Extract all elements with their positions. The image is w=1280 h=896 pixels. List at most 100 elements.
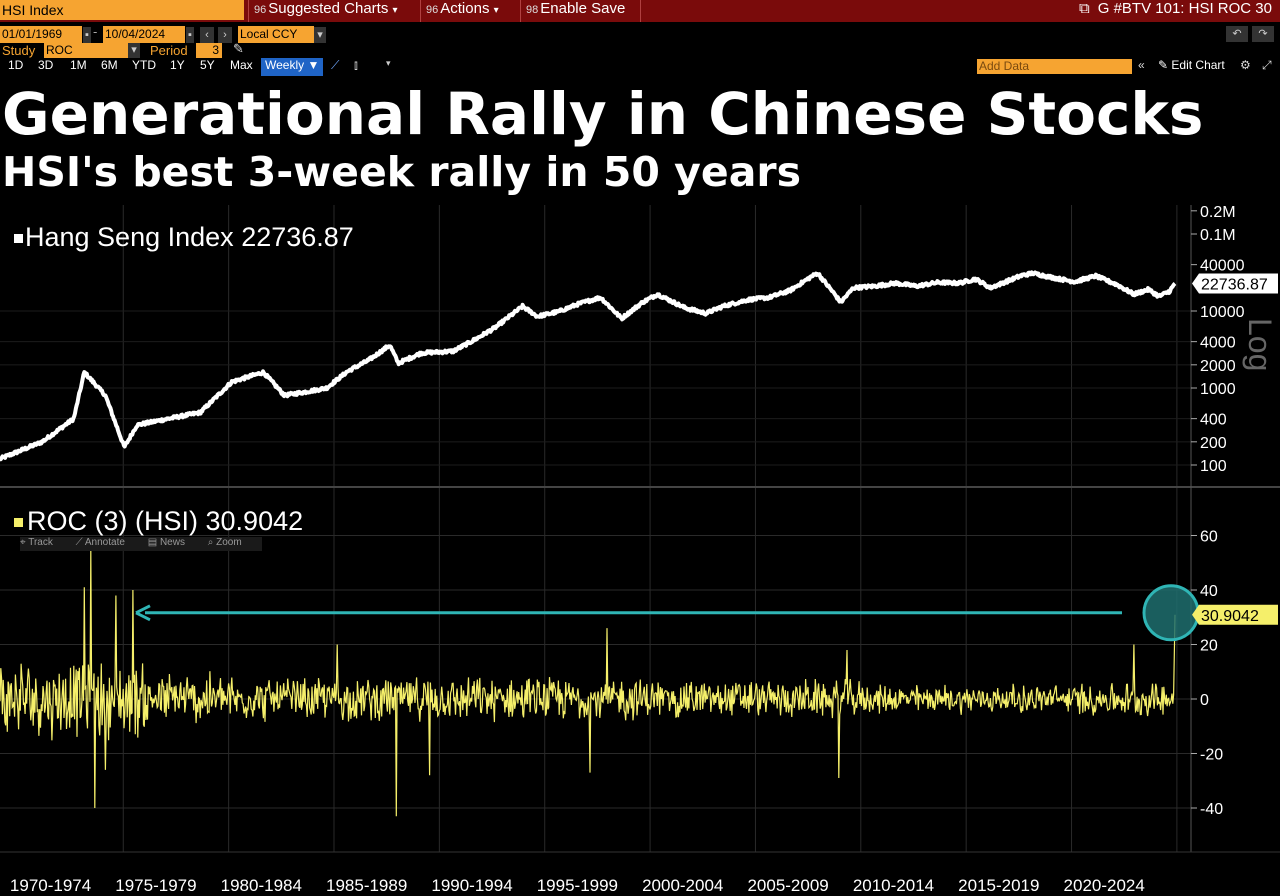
period-input[interactable]: 3 [196, 43, 222, 58]
zoom-tool[interactable]: ⌕ Zoom [207, 537, 242, 548]
pencil-icon: ✎ [1158, 58, 1169, 72]
roc-tick-label: 20 [1200, 638, 1218, 655]
roc-tick-label: 60 [1200, 529, 1218, 546]
chart-title: Generational Rally in Chinese Stocks [2, 80, 1204, 148]
chevron-down-icon[interactable]: ▾ [128, 43, 140, 58]
pencil-icon[interactable]: ✎ [233, 42, 244, 57]
roc-last-tag [1192, 604, 1278, 625]
export-icon[interactable]: ⧉ [1079, 0, 1090, 17]
window-title: ⧉ G #BTV 101: HSI ROC 30 [1079, 0, 1272, 22]
currency-select[interactable]: Local CCY [238, 26, 314, 43]
legend-swatch [14, 518, 23, 528]
range-3d[interactable]: 3D [38, 58, 54, 72]
x-tick-label: 1990-1994 [431, 876, 512, 895]
roc-tick-label: 0 [1200, 692, 1209, 709]
x-tick-label: 1995-1999 [537, 876, 618, 895]
price-tick-label: 40000 [1200, 258, 1245, 275]
annotation-layer: 22736.87 30.9042 [135, 273, 1278, 642]
more-icon[interactable]: ▾ [386, 58, 391, 68]
x-tick-label: 2000-2004 [642, 876, 723, 895]
actions-menu[interactable]: 96 Actions ▾ [426, 0, 499, 22]
suggested-charts-menu[interactable]: 96 Suggested Charts ▾ [254, 0, 398, 22]
price-tick-label: 400 [1200, 412, 1227, 429]
frequency-label: Weekly [265, 58, 305, 72]
highlight-circle [1142, 584, 1200, 642]
menu-number: 96 [426, 4, 439, 16]
menu-number: 98 [526, 4, 539, 16]
undo-button[interactable]: ↶ [1226, 26, 1248, 42]
x-tick-label: 2020-2024 [1064, 876, 1145, 895]
menu-separator [420, 0, 421, 22]
frequency-select[interactable]: Weekly ▼ [261, 58, 324, 76]
x-tick-label: 1980-1984 [221, 876, 302, 895]
x-tick-label: 2005-2009 [747, 876, 828, 895]
redo-button[interactable]: ↷ [1252, 26, 1274, 42]
x-tick-label: 1975-1979 [115, 876, 196, 895]
track-tool[interactable]: ⌖ Track [20, 537, 53, 548]
study-label: Study [2, 43, 36, 58]
x-tick-label: 1985-1989 [326, 876, 407, 895]
price-tick-label: 10000 [1200, 304, 1245, 321]
range-1y[interactable]: 1Y [170, 58, 185, 72]
menu-number: 96 [254, 4, 267, 16]
settings-icon[interactable]: ⚙ [1240, 58, 1251, 72]
menu-separator [520, 0, 521, 22]
price-last-tag [1192, 273, 1278, 294]
roc-axis: 60 40 20 0 -20 -40 [1191, 529, 1223, 818]
calendar-icon[interactable]: ▪ [83, 27, 91, 43]
caret-down-icon: ▾ [392, 5, 398, 16]
prev-period-button[interactable]: ‹ [200, 27, 214, 43]
edit-chart-button[interactable]: ✎ Edit Chart [1158, 58, 1225, 76]
menu-separator [640, 0, 641, 22]
price-legend[interactable]: Hang Seng Index 22736.87 [14, 222, 354, 253]
range-6m[interactable]: 6M [101, 58, 118, 72]
price-tick-label: 200 [1200, 435, 1227, 452]
price-tick-label: 0.1M [1200, 227, 1236, 244]
roc-legend[interactable]: ROC (3) (HSI) 30.9042 [14, 506, 303, 537]
x-tick-label: 2015-2019 [958, 876, 1039, 895]
price-tick-label: 4000 [1200, 335, 1236, 352]
roc-tick-label: -40 [1200, 801, 1223, 818]
price-axis: 0.2M 0.1M 40000 10000 4000 2000 1000 400 200 100 L… [1191, 204, 1278, 475]
range-bar: 1D 3D 1M 6M YTD 1Y 5Y Max Weekly ▼ ⟋ ⫾ ▾… [0, 58, 1280, 78]
menu-label: Enable Save [540, 0, 626, 17]
start-date-field[interactable]: 01/01/1969 [0, 26, 82, 43]
caret-down-icon: ▼ [307, 58, 320, 72]
menu-separator [248, 0, 249, 22]
log-scale-label: Log [1242, 318, 1278, 371]
caret-down-icon: ▾ [493, 5, 499, 16]
range-1d[interactable]: 1D [8, 58, 24, 72]
bar-chart-icon[interactable]: ⫾ [354, 58, 358, 72]
roc-tick-label: 40 [1200, 583, 1218, 600]
x-axis: 1970-1974 1975-1979 1980-1984 1985-1989 1990… [10, 876, 1145, 895]
range-ytd[interactable]: YTD [132, 58, 156, 72]
hsi-price-line [0, 270, 1177, 462]
line-chart-icon[interactable]: ⟋ [331, 58, 340, 72]
enable-save-button[interactable]: 98 Enable Save [526, 0, 625, 22]
price-last-value: 22736.87 [1201, 277, 1268, 294]
price-tick-label: 2000 [1200, 358, 1236, 375]
annotate-tool[interactable]: ⟋ Annotate [75, 537, 125, 548]
x-tick-label: 1970-1974 [10, 876, 91, 895]
range-1m[interactable]: 1M [70, 58, 87, 72]
menu-label: Actions [440, 0, 490, 17]
menu-label: Suggested Charts [268, 0, 389, 17]
add-data-input[interactable]: Add Data [977, 59, 1132, 74]
x-tick-label: 2010-2014 [853, 876, 934, 895]
ticker-field[interactable]: HSI Index [0, 0, 244, 20]
next-period-button[interactable]: › [218, 27, 232, 43]
date-dash: - [93, 25, 98, 39]
chevron-down-icon[interactable]: ▾ [314, 27, 326, 43]
end-date-field[interactable]: 10/04/2024 [103, 26, 185, 43]
edit-chart-label: Edit Chart [1171, 58, 1225, 72]
calendar-icon[interactable]: ▪ [186, 27, 194, 43]
study-select[interactable]: ROC [44, 43, 128, 58]
range-5y[interactable]: 5Y [200, 58, 215, 72]
range-max[interactable]: Max [230, 58, 253, 72]
window-title-text: G #BTV 101: HSI ROC 30 [1097, 0, 1272, 17]
collapse-icon[interactable]: « [1138, 58, 1145, 72]
price-tick-label: 1000 [1200, 381, 1236, 398]
news-tool[interactable]: ▤ News [147, 537, 185, 548]
expand-icon[interactable]: ⤢ [1262, 58, 1272, 72]
